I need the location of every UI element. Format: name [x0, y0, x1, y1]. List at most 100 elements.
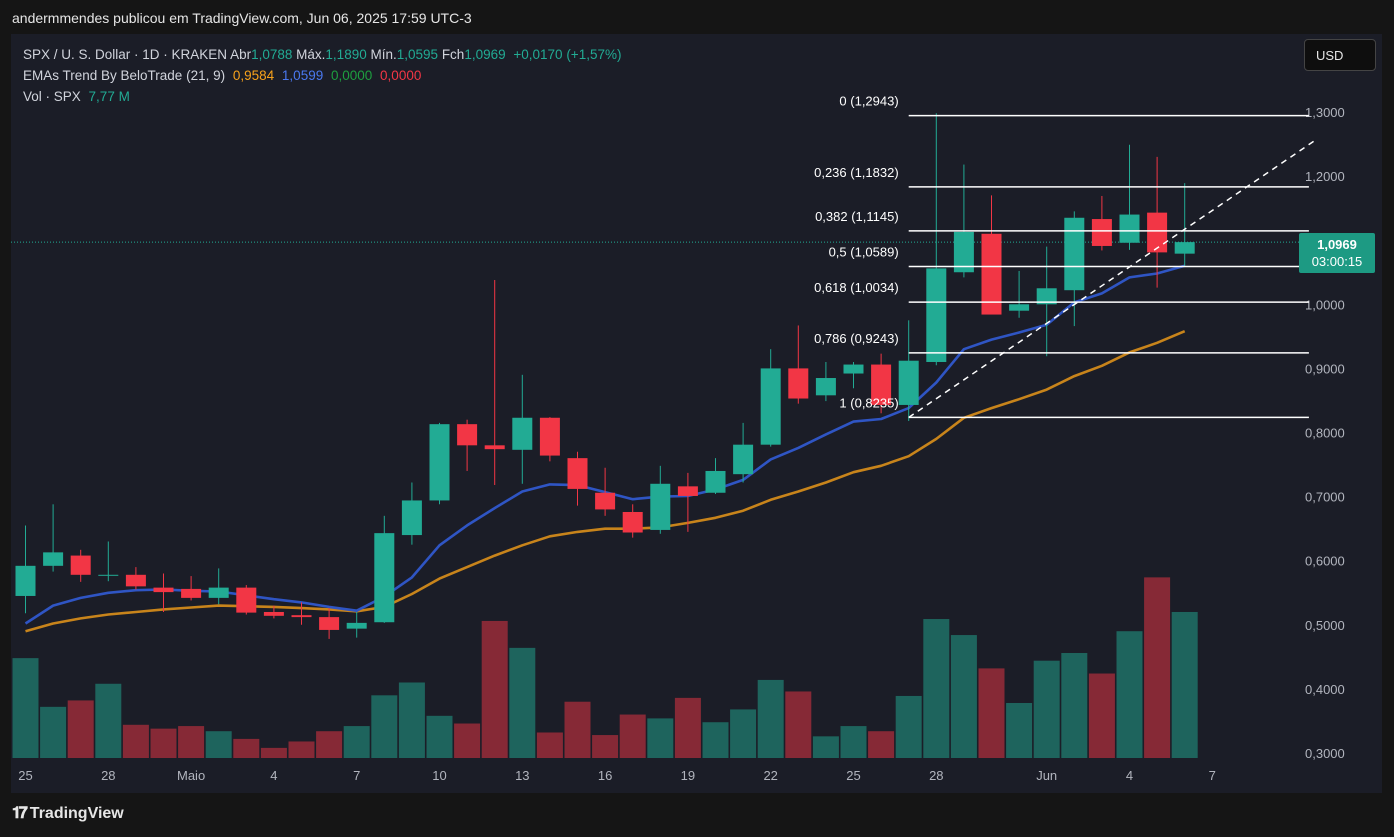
volume-indicator-name[interactable]: Vol · SPX [23, 89, 81, 104]
candle-body [705, 470, 726, 493]
candle [595, 467, 616, 516]
x-tick-label: 16 [598, 768, 612, 783]
volume-bar [702, 722, 729, 758]
candle-body [125, 574, 146, 587]
candle [401, 482, 422, 545]
candle [788, 325, 809, 404]
y-tick-label: 0,6000 [1305, 554, 1345, 569]
footer-branding[interactable]: 𝟏𝟕 TradingView [12, 805, 124, 823]
open-value: 1,0788 [251, 47, 293, 62]
candle-body [1036, 288, 1057, 305]
volume-bar [233, 738, 260, 758]
ema-fast-line [24, 264, 1186, 625]
last-price-tag: 1,0969 03:00:15 [1299, 233, 1375, 273]
candle [484, 279, 505, 486]
candle-body [733, 444, 754, 475]
candle [43, 504, 64, 572]
candle-body [539, 417, 560, 456]
fib-level-label: 0,382 (1,1145) [815, 209, 899, 224]
candle [705, 458, 726, 495]
candle [291, 602, 312, 625]
close-label: Fch [441, 47, 465, 62]
volume-bar [95, 683, 122, 758]
candle [457, 419, 478, 471]
legend-symbol-row[interactable]: SPX / U. S. Dollar · 1D · KRAKEN Abr1,07… [23, 44, 621, 65]
volume-bar [619, 714, 646, 758]
legend-volume-row[interactable]: Vol · SPX 7,77 M [23, 86, 621, 107]
candle-body [181, 588, 202, 598]
candle-body [898, 360, 919, 405]
candle-body [484, 445, 505, 450]
volume-bar [150, 728, 177, 758]
volume-bar [592, 735, 619, 758]
candle-body [981, 233, 1002, 315]
currency-button[interactable]: USD [1304, 39, 1376, 71]
price-chart[interactable]: 1,30001,20001,10001,00000,90000,80000,70… [11, 34, 1382, 793]
volume-bar [205, 731, 232, 758]
candle-body [953, 231, 974, 273]
candle-body [871, 364, 892, 405]
ema-value-1: 0,9584 [232, 68, 275, 83]
volume-value: 7,77 M [88, 89, 130, 104]
candle [981, 195, 1002, 315]
candle-body [457, 424, 478, 446]
candle [677, 472, 698, 532]
ema-indicator-name[interactable]: EMAs Trend By BeloTrade (21, 9) [23, 68, 226, 83]
volume-bar [868, 731, 895, 758]
candle-body [650, 483, 671, 530]
volume-bar [67, 700, 94, 758]
candle-body [595, 492, 616, 510]
legend-ema-row[interactable]: EMAs Trend By BeloTrade (21, 9) 0,9584 1… [23, 65, 621, 86]
candle [926, 113, 947, 366]
candle [650, 465, 671, 534]
candle [429, 422, 450, 505]
volume-bar [730, 709, 757, 758]
candle-body [1119, 214, 1140, 243]
ema-value-2: 1,0599 [281, 68, 324, 83]
volume-bar [647, 718, 674, 758]
candle-body [760, 368, 781, 445]
candle [319, 608, 340, 639]
x-tick-label: 25 [18, 768, 32, 783]
candle [98, 541, 119, 582]
candle [1009, 270, 1030, 318]
x-tick-label: 25 [846, 768, 860, 783]
ema-value-4: 0,0000 [380, 68, 422, 83]
volume-bar [12, 658, 39, 758]
volume-bar [122, 724, 149, 758]
x-tick-label: 10 [432, 768, 446, 783]
open-label: Abr [230, 47, 252, 62]
y-tick-label: 1,3000 [1305, 105, 1345, 120]
y-tick-label: 0,5000 [1305, 618, 1345, 633]
volume-bar [1006, 703, 1033, 758]
x-tick-label: 4 [1126, 768, 1133, 783]
fib-level-label: 0,236 (1,1832) [814, 165, 899, 180]
x-tick-label: 7 [1209, 768, 1216, 783]
high-value: 1,1890 [325, 47, 367, 62]
x-tick-label: 4 [270, 768, 277, 783]
volume-bar [343, 726, 370, 758]
candle-body [153, 587, 174, 593]
candle [70, 549, 91, 582]
volume-bar [1033, 660, 1060, 758]
candle-body [677, 486, 698, 496]
symbol-name[interactable]: SPX / U. S. Dollar · 1D · KRAKEN [23, 47, 228, 62]
candle-body [263, 611, 284, 616]
volume-bar [895, 695, 922, 758]
x-tick-label: 22 [763, 768, 777, 783]
candle-body [319, 617, 340, 630]
volume-bar [923, 619, 950, 758]
fib-level-label: 0 (1,2943) [839, 94, 898, 109]
x-tick-label: Jun [1036, 768, 1057, 783]
volume-bar [840, 726, 867, 758]
candle [153, 573, 174, 612]
candle-body [208, 587, 229, 598]
volume-bar [978, 668, 1005, 758]
candle-body [1091, 219, 1112, 246]
fib-level-label: 1 (0,8235) [839, 395, 898, 410]
y-tick-label: 0,8000 [1305, 426, 1345, 441]
candle [236, 585, 257, 615]
candle-body [43, 552, 64, 566]
y-tick-label: 0,9000 [1305, 361, 1345, 376]
volume-bar [426, 715, 453, 758]
